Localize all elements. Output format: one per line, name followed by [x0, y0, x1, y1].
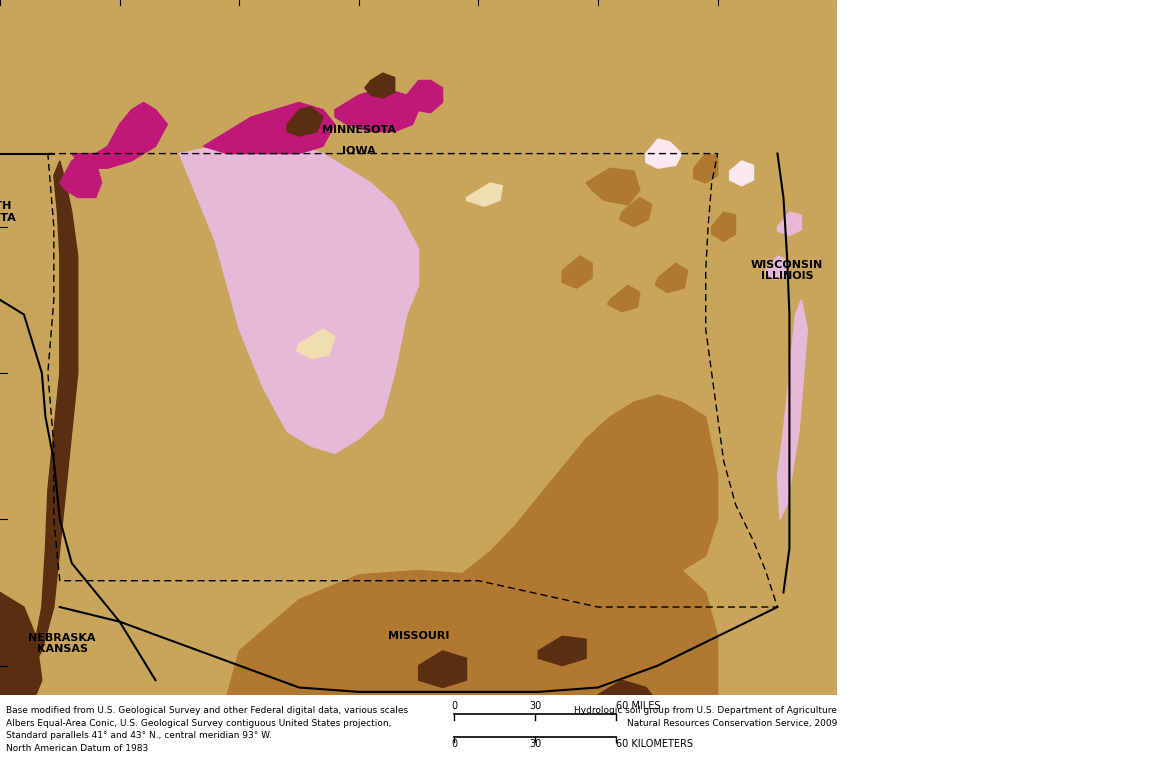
Polygon shape	[778, 300, 807, 520]
Bar	[848, 545, 891, 579]
Text: EXPLANATION: EXPLANATION	[944, 17, 1064, 32]
Polygon shape	[466, 183, 502, 206]
Polygon shape	[766, 256, 787, 279]
Polygon shape	[778, 212, 801, 235]
Text: A—Low runoff potential, water is
transmitted freely through the soil: A—Low runoff potential, water is transmi…	[904, 81, 1076, 104]
Text: 0: 0	[451, 701, 458, 711]
Polygon shape	[730, 161, 753, 186]
Text: Base modified from U.S. Geological Survey and other Federal digital data, variou: Base modified from U.S. Geological Surve…	[6, 706, 408, 753]
Bar	[848, 268, 891, 308]
Polygon shape	[539, 636, 587, 665]
Polygon shape	[0, 161, 77, 695]
Text: WISCONSIN
ILLINOIS: WISCONSIN ILLINOIS	[751, 260, 823, 282]
Text: —Certain soils
are placed in group D based on the
presence of a water table with: —Certain soils are placed in group D bas…	[850, 309, 1047, 409]
Text: Hydrologic soil group, dominant condition: Hydrologic soil group, dominant conditio…	[850, 42, 1114, 52]
Text: 60 MILES: 60 MILES	[616, 701, 660, 711]
Text: 0: 0	[451, 740, 458, 750]
Text: NEBRASKA
KANSAS: NEBRASKA KANSAS	[28, 633, 96, 655]
Bar	[848, 201, 891, 242]
Text: C/D: C/D	[904, 599, 924, 609]
Polygon shape	[419, 651, 466, 688]
Text: Dual hydrologic soil group: Dual hydrologic soil group	[850, 309, 999, 319]
Polygon shape	[335, 88, 419, 132]
Polygon shape	[287, 107, 323, 136]
Polygon shape	[296, 329, 335, 358]
Polygon shape	[608, 285, 639, 312]
Polygon shape	[656, 263, 687, 293]
Polygon shape	[0, 592, 42, 695]
Polygon shape	[693, 154, 718, 183]
Text: SOUTH
DAKOTA: SOUTH DAKOTA	[0, 201, 15, 223]
Bar	[848, 73, 891, 113]
Polygon shape	[365, 73, 395, 98]
Polygon shape	[619, 198, 652, 227]
Polygon shape	[712, 212, 735, 242]
Polygon shape	[587, 168, 639, 205]
Polygon shape	[646, 139, 682, 168]
Polygon shape	[179, 139, 419, 453]
Text: Hydrologic soil group from U.S. Department of Agriculture
Natural Resources Cons: Hydrologic soil group from U.S. Departme…	[575, 706, 837, 728]
Polygon shape	[598, 680, 658, 706]
Text: B—Moderately low runoff potential,
water transmission through the
soil is unimpe: B—Moderately low runoff potential, water…	[904, 144, 1081, 179]
Text: MINNESOTA: MINNESOTA	[322, 125, 396, 135]
Text: A/D: A/D	[904, 502, 924, 512]
Polygon shape	[71, 103, 167, 168]
Polygon shape	[454, 395, 718, 592]
Polygon shape	[239, 577, 598, 695]
Polygon shape	[562, 256, 593, 288]
Bar	[848, 136, 891, 176]
Polygon shape	[204, 103, 335, 154]
Polygon shape	[406, 80, 443, 113]
Text: 60 KILOMETERS: 60 KILOMETERS	[616, 740, 693, 750]
Text: D—High runoff potential, water
the soil is restricted or very
restricted: D—High runoff potential, water the soil …	[904, 276, 1060, 311]
Text: 30: 30	[529, 701, 541, 711]
Bar	[848, 497, 891, 530]
Polygon shape	[60, 154, 102, 198]
Text: 30: 30	[529, 740, 541, 750]
Polygon shape	[227, 560, 718, 695]
Text: B/D: B/D	[904, 550, 924, 560]
Text: MISSOURI: MISSOURI	[388, 631, 450, 642]
Text: IOWA: IOWA	[342, 146, 376, 156]
Text: C—Moderately high runoff potential,
water transmission through the
soil is somew: C—Moderately high runoff potential, wate…	[904, 210, 1086, 245]
Bar	[848, 594, 891, 628]
